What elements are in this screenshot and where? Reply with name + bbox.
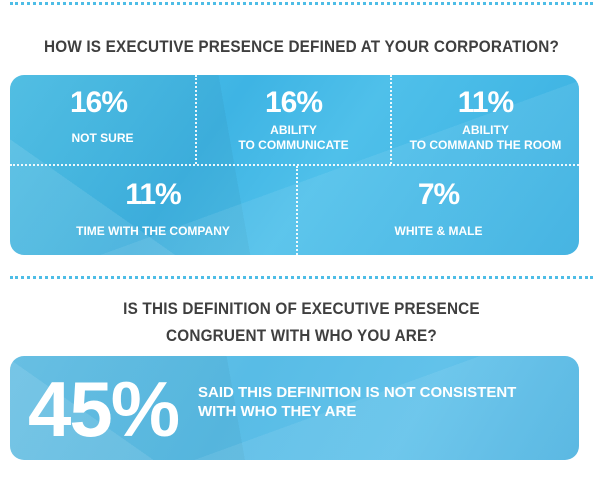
stat-ability-to-communicate: 16% ABILITY TO COMMUNICATE <box>197 87 390 153</box>
stat-label: TIME WITH THE COMPANY <box>76 224 230 238</box>
result-percent: 45% <box>28 365 180 453</box>
stat-label-line: TO COMMUNICATE <box>238 138 349 152</box>
stat-ability-to-command-room: 11% ABILITY TO COMMAND THE ROOM <box>392 87 579 153</box>
stat-label: NOT SURE <box>71 131 134 145</box>
stat-time-with-company: 11% TIME WITH THE COMPANY <box>10 179 296 239</box>
result-text: SAID THIS DEFINITION IS NOT CONSISTENT W… <box>198 383 568 421</box>
stat-label-line: ABILITY <box>270 123 317 137</box>
stat-percent: 7% <box>417 178 460 211</box>
stat-label: ABILITY TO COMMAND THE ROOM <box>392 123 579 153</box>
top-dotted-divider <box>10 2 593 5</box>
middle-dotted-divider <box>10 276 593 279</box>
stat-not-sure: 16% NOT SURE <box>10 87 195 146</box>
stat-white-and-male: 7% WHITE & MALE <box>298 179 579 239</box>
question-heading-1: HOW IS EXECUTIVE PRESENCE DEFINED AT YOU… <box>44 37 559 56</box>
question-heading-2: IS THIS DEFINITION OF EXECUTIVE PRESENCE… <box>30 295 573 349</box>
result-text-line: SAID THIS DEFINITION IS NOT CONSISTENT <box>198 384 517 401</box>
stat-label: ABILITY TO COMMUNICATE <box>197 123 390 153</box>
horizontal-dotted-divider <box>10 164 579 166</box>
stat-percent: 16% <box>70 86 128 119</box>
stat-percent: 11% <box>457 86 514 119</box>
vertical-dotted-divider <box>296 166 298 255</box>
result-panel: 45% SAID THIS DEFINITION IS NOT CONSISTE… <box>10 356 579 460</box>
question-heading-line: CONGRUENT WITH WHO YOU ARE? <box>166 326 437 345</box>
stat-label-line: ABILITY <box>462 123 509 137</box>
stat-label-line: TO COMMAND THE ROOM <box>409 138 562 152</box>
stats-panel: 16% NOT SURE 16% ABILITY TO COMMUNICATE … <box>10 75 579 255</box>
vertical-dotted-divider <box>195 75 197 164</box>
stat-label: WHITE & MALE <box>394 224 483 238</box>
question-heading-line: IS THIS DEFINITION OF EXECUTIVE PRESENCE <box>123 299 480 318</box>
stat-percent: 16% <box>264 86 323 119</box>
stat-percent: 11% <box>125 178 181 211</box>
vertical-dotted-divider <box>390 75 392 164</box>
result-text-line: WITH WHO THEY ARE <box>198 403 357 420</box>
